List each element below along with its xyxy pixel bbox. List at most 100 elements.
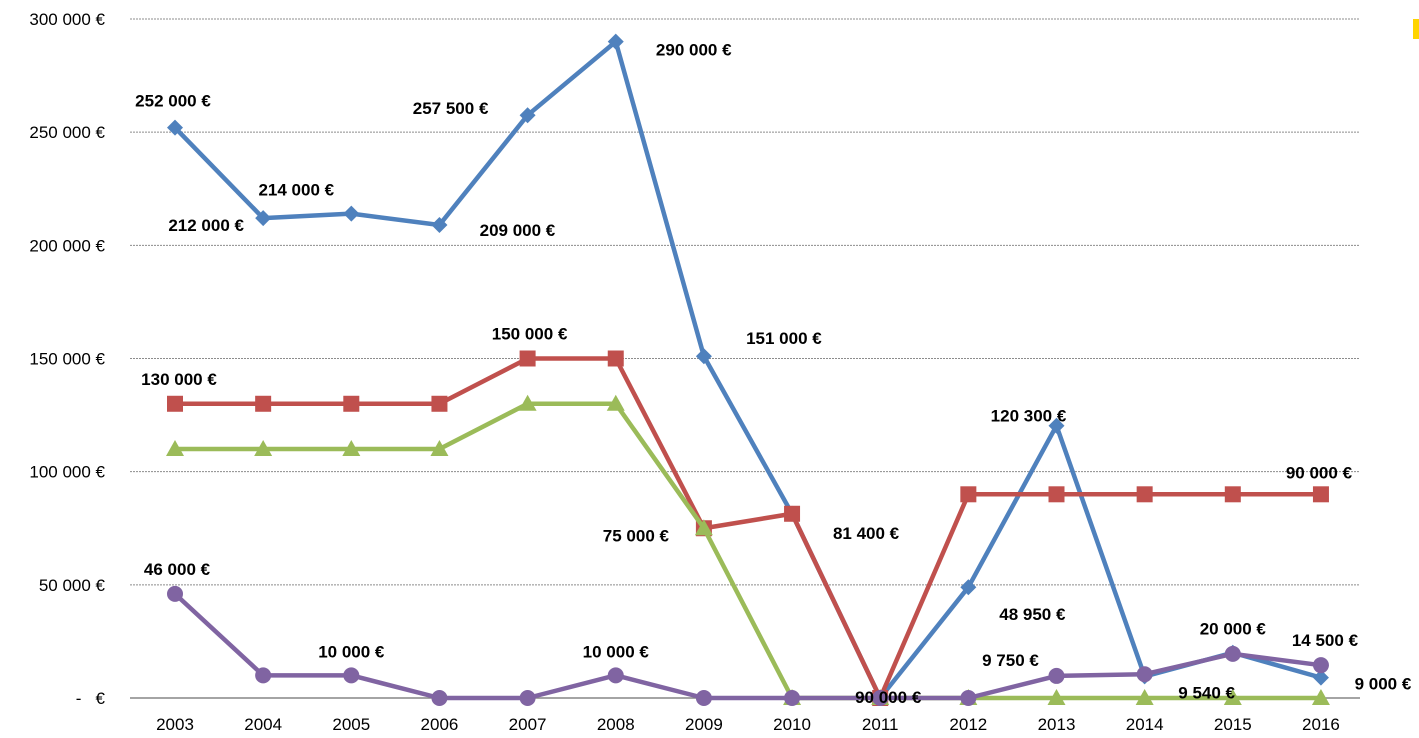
data-label: 48 950 € bbox=[999, 605, 1066, 624]
data-point-square bbox=[1224, 486, 1241, 503]
data-point-diamond bbox=[960, 579, 977, 596]
data-point-square bbox=[167, 395, 183, 412]
data-label: 151 000 € bbox=[746, 329, 822, 348]
y-tick-label: 150 000 € bbox=[29, 350, 105, 369]
y-tick-label: 200 000 € bbox=[29, 236, 105, 255]
data-point-diamond bbox=[1048, 417, 1065, 434]
data-label: 130 000 € bbox=[141, 370, 217, 389]
data-point-square bbox=[343, 395, 360, 412]
y-tick-label: 300 000 € bbox=[29, 10, 105, 29]
data-label: 120 300 € bbox=[991, 407, 1067, 426]
data-point-diamond bbox=[343, 205, 360, 222]
gridlines bbox=[130, 18, 1360, 699]
x-tick-label: 2010 bbox=[773, 715, 811, 734]
data-point-triangle bbox=[518, 394, 537, 411]
data-point-square bbox=[607, 350, 624, 367]
x-tick-label: 2009 bbox=[685, 715, 723, 734]
data-point-square bbox=[1312, 486, 1329, 503]
data-point-square bbox=[1136, 486, 1153, 503]
x-tick-label: 2005 bbox=[332, 715, 370, 734]
data-label: 209 000 € bbox=[480, 221, 556, 240]
data-point-square bbox=[431, 395, 448, 412]
x-tick-label: 2016 bbox=[1302, 715, 1340, 734]
y-tick-label: 50 000 € bbox=[39, 576, 106, 595]
data-point-circle bbox=[1312, 657, 1329, 674]
y-tick-label: - € bbox=[76, 689, 106, 708]
x-tick-label: 2012 bbox=[949, 715, 987, 734]
data-label: 10 000 € bbox=[318, 642, 385, 661]
data-point-diamond bbox=[167, 119, 183, 136]
data-point-circle bbox=[343, 667, 360, 684]
x-tick-label: 2003 bbox=[156, 715, 194, 734]
data-point-triangle bbox=[1047, 689, 1066, 705]
data-point-diamond bbox=[255, 210, 272, 227]
data-point-square bbox=[960, 486, 977, 503]
x-tick-label: 2014 bbox=[1126, 715, 1164, 734]
data-label: 252 000 € bbox=[135, 92, 211, 111]
data-point-square bbox=[1048, 486, 1065, 503]
data-point-square bbox=[255, 395, 272, 412]
data-point-circle bbox=[255, 667, 272, 684]
data-label: 150 000 € bbox=[492, 325, 568, 344]
data-point-triangle bbox=[430, 440, 449, 457]
data-point-triangle bbox=[1223, 689, 1242, 705]
data-label: 90 000 € bbox=[855, 688, 922, 707]
data-point-triangle bbox=[1311, 689, 1330, 705]
x-tick-label: 2004 bbox=[244, 715, 282, 734]
data-point-diamond bbox=[519, 107, 536, 124]
data-point-triangle bbox=[166, 440, 184, 457]
series-line bbox=[173, 39, 1322, 701]
data-label: 212 000 € bbox=[168, 216, 244, 235]
y-tick-label: 100 000 € bbox=[29, 463, 105, 482]
data-label: 9 540 € bbox=[1178, 683, 1235, 702]
data-label: 214 000 € bbox=[258, 181, 334, 200]
data-point-triangle bbox=[254, 440, 273, 457]
x-tick-label: 2008 bbox=[597, 715, 635, 734]
data-label: 9 750 € bbox=[982, 651, 1039, 670]
data-point-circle bbox=[1224, 645, 1241, 662]
x-tick-label: 2006 bbox=[421, 715, 459, 734]
data-label: 10 000 € bbox=[583, 642, 650, 661]
data-label: 257 500 € bbox=[413, 99, 489, 118]
data-point-triangle bbox=[606, 394, 625, 411]
data-label: 290 000 € bbox=[656, 41, 732, 60]
series-line bbox=[173, 592, 1322, 701]
data-point-circle bbox=[1048, 667, 1065, 684]
series-group bbox=[166, 33, 1330, 706]
x-tick-label: 2011 bbox=[862, 715, 899, 734]
data-point-triangle bbox=[1135, 689, 1154, 705]
data-point-triangle bbox=[342, 440, 361, 457]
data-point-circle bbox=[695, 690, 712, 706]
data-label: 20 000 € bbox=[1200, 620, 1267, 639]
x-tick-label: 2007 bbox=[509, 715, 547, 734]
data-point-square bbox=[519, 350, 536, 367]
data-point-diamond bbox=[607, 33, 624, 50]
y-axis: - € 50 000 € 100 000 € 150 000 € 200 000 € 25… bbox=[29, 10, 105, 708]
data-label: 81 400 € bbox=[833, 524, 900, 543]
data-point-circle bbox=[167, 585, 183, 602]
data-point-square bbox=[784, 505, 801, 522]
series-line bbox=[175, 356, 1321, 701]
x-tick-label: 2013 bbox=[1038, 715, 1076, 734]
data-point-circle bbox=[607, 667, 624, 684]
data-point-diamond bbox=[431, 216, 448, 233]
data-labels: 252 000 € 212 000 € 214 000 € 209 000 € 257 … bbox=[135, 41, 1412, 707]
data-point-circle bbox=[519, 690, 536, 706]
data-point-circle bbox=[960, 690, 977, 706]
x-tick-label: 2015 bbox=[1214, 715, 1252, 734]
data-label: 90 000 € bbox=[1286, 463, 1353, 482]
data-label: 9 000 € bbox=[1355, 675, 1412, 694]
corner-marker bbox=[1413, 19, 1419, 39]
series-line bbox=[175, 401, 1321, 701]
data-label: 14 500 € bbox=[1292, 631, 1359, 650]
data-point-circle bbox=[431, 690, 448, 706]
y-tick-label: 250 000 € bbox=[29, 123, 105, 142]
data-point-triangle bbox=[694, 519, 713, 536]
data-label: 46 000 € bbox=[144, 560, 211, 579]
data-point-circle bbox=[784, 690, 801, 706]
x-axis: 2003 2004 2005 2006 2007 2008 2009 2010 2011 2012… bbox=[156, 715, 1340, 734]
data-point-diamond bbox=[1312, 669, 1329, 686]
data-point-circle bbox=[1136, 666, 1153, 683]
data-label: 75 000 € bbox=[603, 526, 670, 545]
